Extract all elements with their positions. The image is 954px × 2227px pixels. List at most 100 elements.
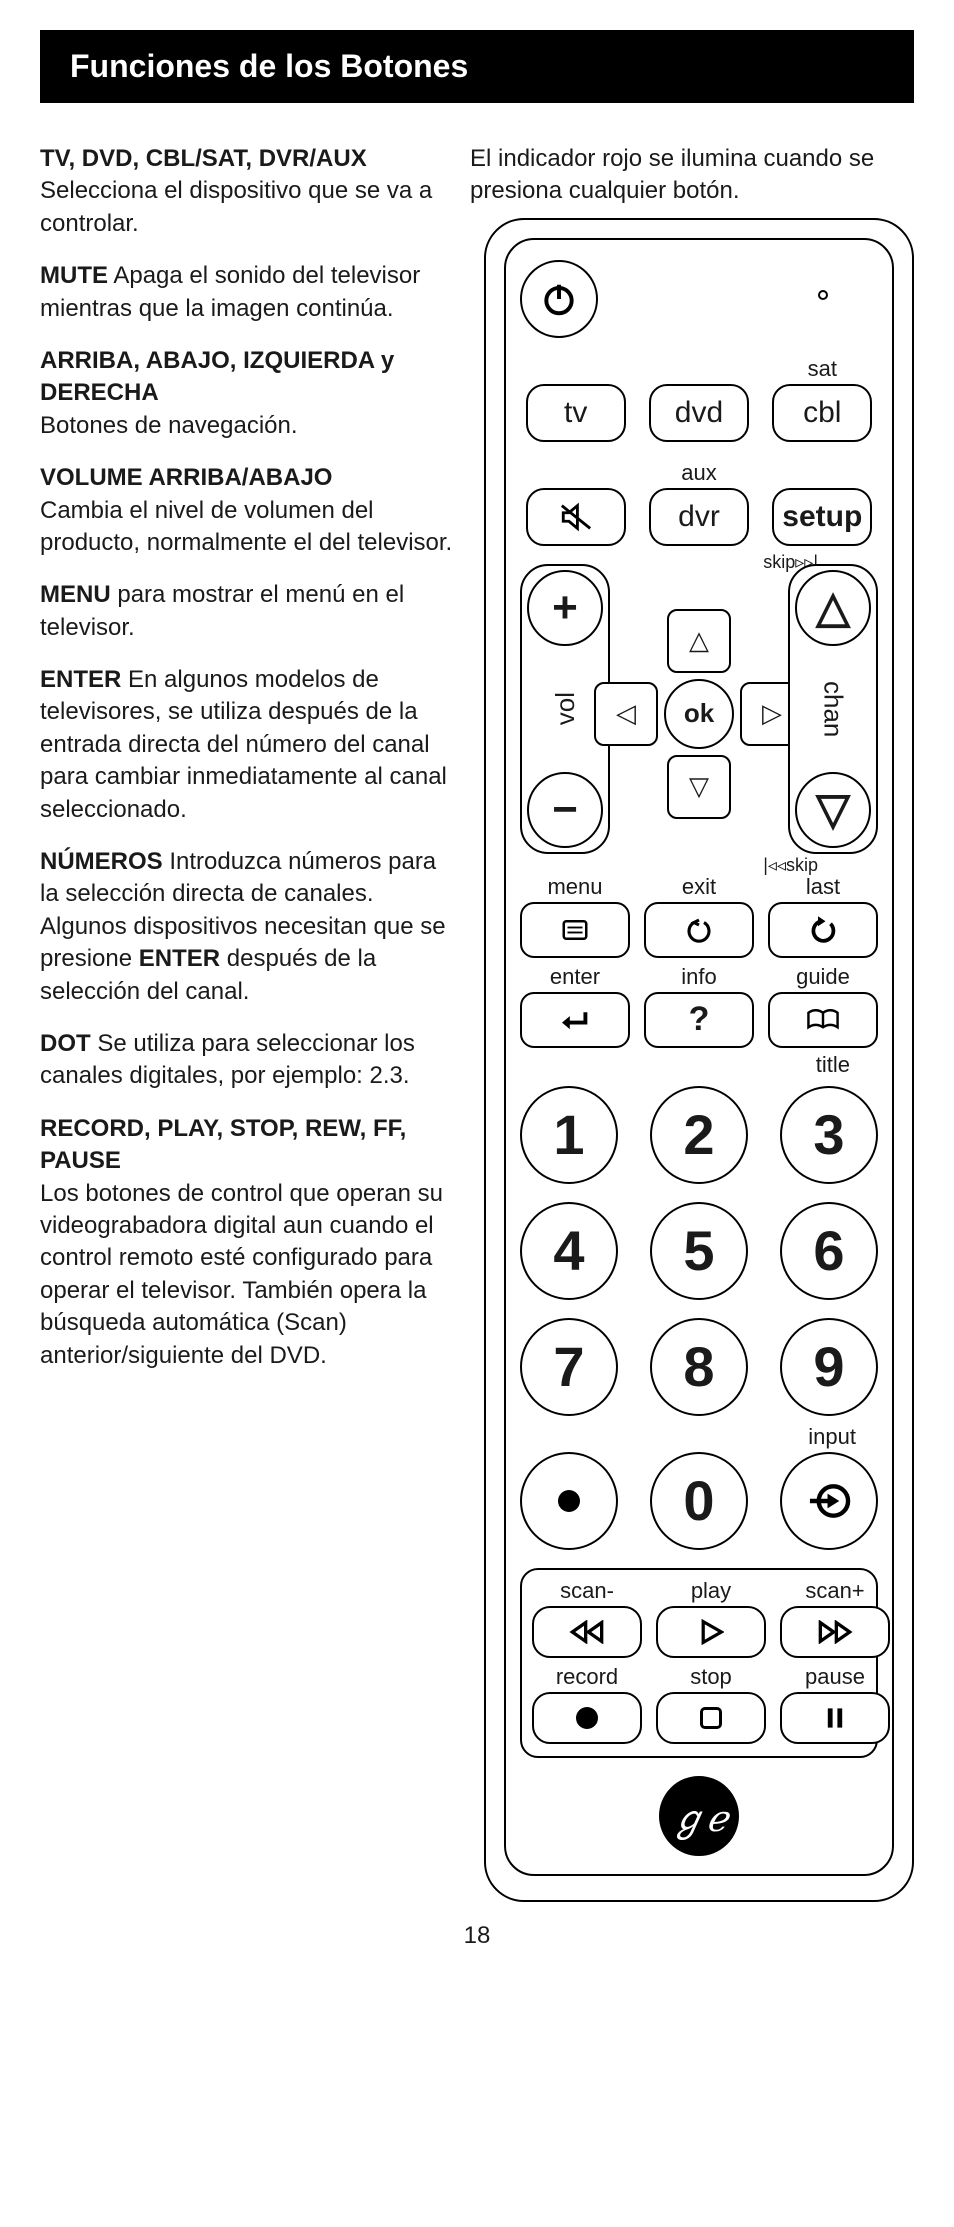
vol-label: vol <box>550 692 581 725</box>
record-label: record <box>556 1664 618 1690</box>
main-layout: TV, DVD, CBL/SAT, DVR/AUXSelecciona el d… <box>40 143 914 1902</box>
dvr-button[interactable]: dvr <box>649 488 749 546</box>
led-indicator <box>818 290 828 300</box>
chan-label: chan <box>818 681 849 737</box>
power-row <box>520 260 878 338</box>
enter-icon <box>559 1007 591 1033</box>
info-button[interactable]: ? <box>644 992 754 1048</box>
num-row-2: 4 5 6 <box>520 1202 878 1300</box>
down-button[interactable]: ▽ <box>667 755 731 819</box>
num-2-button[interactable]: 2 <box>650 1086 748 1184</box>
enter-label: enter <box>550 964 600 990</box>
dvd-button[interactable]: dvd <box>649 384 749 442</box>
ff-icon <box>815 1620 855 1644</box>
chan-up-button[interactable]: △ <box>795 570 871 646</box>
stop-icon <box>700 1707 722 1729</box>
vol-down-button[interactable]: − <box>527 772 603 848</box>
desc-mute: MUTE Apaga el sonido del televisor mient… <box>40 260 460 325</box>
aux-label: aux <box>681 460 716 486</box>
section-header: Funciones de los Botones <box>40 30 914 103</box>
ff-button[interactable] <box>780 1606 890 1658</box>
num-0-button[interactable]: 0 <box>650 1452 748 1550</box>
pause-label: pause <box>805 1664 865 1690</box>
enter-button[interactable] <box>520 992 630 1048</box>
menu-button[interactable] <box>520 902 630 958</box>
dpad: △ ▽ ◁ ▷ ok <box>594 609 804 819</box>
last-icon <box>808 916 838 944</box>
desc-device: TV, DVD, CBL/SAT, DVR/AUXSelecciona el d… <box>40 143 460 240</box>
remote-column: El indicador rojo se ilumina cuando se p… <box>470 143 914 1902</box>
rec-row: record stop pause <box>532 1664 866 1744</box>
last-button[interactable] <box>768 902 878 958</box>
cbl-button[interactable]: cbl <box>772 384 872 442</box>
mute-icon <box>559 502 593 532</box>
guide-label: guide <box>796 964 850 990</box>
title-label: title <box>520 1052 878 1078</box>
num-6-button[interactable]: 6 <box>780 1202 878 1300</box>
enter-row: enter info? guide <box>520 964 878 1048</box>
ge-logo: ℊℯ <box>659 1776 739 1856</box>
record-icon <box>576 1707 598 1729</box>
device-row-1: tv dvd satcbl <box>520 356 878 442</box>
num-5-button[interactable]: 5 <box>650 1202 748 1300</box>
page-number: 18 <box>40 1922 914 1950</box>
num-9-button[interactable]: 9 <box>780 1318 878 1416</box>
stop-label: stop <box>690 1664 732 1690</box>
indicator-text: El indicador rojo se ilumina cuando se p… <box>470 143 914 208</box>
desc-dot: DOT Se utiliza para seleccionar los cana… <box>40 1028 460 1093</box>
menu-icon <box>560 917 590 943</box>
num-8-button[interactable]: 8 <box>650 1318 748 1416</box>
desc-playback: RECORD, PLAY, STOP, REW, FF, PAUSELos bo… <box>40 1113 460 1372</box>
rew-button[interactable] <box>532 1606 642 1658</box>
device-row-2: auxdvr setup <box>520 460 878 546</box>
setup-button[interactable]: setup <box>772 488 872 546</box>
exit-button[interactable] <box>644 902 754 958</box>
power-icon <box>540 280 578 318</box>
play-icon <box>698 1619 724 1645</box>
desc-vol: VOLUME ARRIBA/ABAJOCambia el nivel de vo… <box>40 462 460 559</box>
guide-button[interactable] <box>768 992 878 1048</box>
play-button[interactable] <box>656 1606 766 1658</box>
sat-label: sat <box>808 356 837 382</box>
menu-label: menu <box>547 874 602 900</box>
num-3-button[interactable]: 3 <box>780 1086 878 1184</box>
num-row-1: 1 2 3 <box>520 1086 878 1184</box>
num-row-3: 7 8 9 <box>520 1318 878 1416</box>
info-label: info <box>681 964 716 990</box>
record-button[interactable] <box>532 1692 642 1744</box>
remote-outline: tv dvd satcbl auxdvr setup skip▹▹| + vol <box>484 218 914 1902</box>
up-button[interactable]: △ <box>667 609 731 673</box>
playback-group: scan- play scan+ record stop pause <box>520 1568 878 1758</box>
power-button[interactable] <box>520 260 598 338</box>
ok-button[interactable]: ok <box>664 679 734 749</box>
descriptions-column: TV, DVD, CBL/SAT, DVR/AUXSelecciona el d… <box>40 143 460 1902</box>
pause-icon <box>825 1706 845 1730</box>
desc-enter: ENTER En algunos modelos de televisores,… <box>40 664 460 826</box>
num-1-button[interactable]: 1 <box>520 1086 618 1184</box>
desc-menu: MENU para mostrar el menú en el televiso… <box>40 579 460 644</box>
rew-icon <box>567 1620 607 1644</box>
exit-icon <box>684 917 714 943</box>
stop-button[interactable] <box>656 1692 766 1744</box>
scan-plus-label: scan+ <box>805 1578 864 1604</box>
chan-down-button[interactable]: ▽ <box>795 772 871 848</box>
num-7-button[interactable]: 7 <box>520 1318 618 1416</box>
scan-row: scan- play scan+ <box>532 1578 866 1658</box>
last-label: last <box>806 874 840 900</box>
num-4-button[interactable]: 4 <box>520 1202 618 1300</box>
desc-numbers: NÚMEROS Introduzca números para la selec… <box>40 846 460 1008</box>
input-button[interactable] <box>780 1452 878 1550</box>
desc-nav: ARRIBA, ABAJO, IZQUIERDA y DERECHABotone… <box>40 345 460 442</box>
remote-inner: tv dvd satcbl auxdvr setup skip▹▹| + vol <box>504 238 894 1876</box>
left-button[interactable]: ◁ <box>594 682 658 746</box>
mute-button[interactable] <box>526 488 626 546</box>
dot-button[interactable] <box>520 1452 618 1550</box>
input-icon <box>807 1479 851 1523</box>
tv-button[interactable]: tv <box>526 384 626 442</box>
pause-button[interactable] <box>780 1692 890 1744</box>
nav-cluster: skip▹▹| + vol − △ ▽ ◁ ▷ ok △ <box>520 564 878 864</box>
input-label: input <box>520 1424 878 1450</box>
num-row-4: 0 <box>520 1452 878 1550</box>
vol-up-button[interactable]: + <box>527 570 603 646</box>
exit-label: exit <box>682 874 716 900</box>
